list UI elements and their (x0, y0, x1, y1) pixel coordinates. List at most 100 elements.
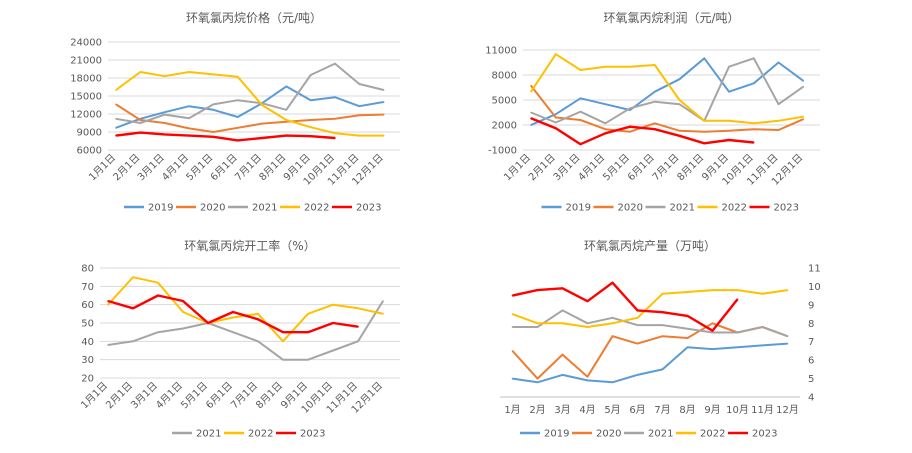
data-point-2021 (711, 331, 714, 334)
data-point-2023 (686, 315, 689, 317)
data-point-2020 (661, 335, 664, 337)
x-tick-label: 1月 (504, 404, 520, 416)
series-line-2021 (512, 309, 788, 338)
data-point-2022 (358, 134, 361, 137)
y-tick-label: 18000 (70, 74, 102, 85)
data-point-2022 (761, 293, 764, 295)
data-point-2021 (139, 122, 142, 124)
data-point-2022 (636, 316, 639, 319)
data-point-2020 (653, 122, 656, 125)
y-tick-label: 2000 (492, 121, 517, 132)
data-point-2021 (661, 324, 664, 326)
data-point-2021 (357, 340, 359, 343)
y-tick-label: 11000 (485, 46, 517, 57)
data-point-2022 (678, 99, 681, 101)
data-point-2021 (232, 331, 234, 333)
series-line-2022 (512, 289, 788, 328)
data-point-2020 (777, 129, 780, 131)
legend-label-2023: 2023 (300, 429, 325, 440)
data-point-2020 (686, 337, 689, 339)
data-point-2022 (554, 53, 557, 55)
legend-label-2022: 2022 (248, 429, 273, 440)
data-point-2019 (579, 97, 582, 100)
data-point-2021 (157, 331, 159, 333)
legend-label-2021: 2021 (252, 203, 277, 214)
data-point-2019 (686, 346, 689, 349)
data-point-2022 (728, 120, 730, 122)
data-point-2023 (332, 322, 334, 324)
data-point-2023 (604, 132, 607, 135)
data-point-2022 (653, 64, 656, 66)
legend-label-2022: 2022 (700, 429, 725, 440)
y-tick-label: 50 (81, 319, 94, 330)
data-point-2022 (629, 65, 631, 68)
data-point-2022 (163, 75, 166, 77)
data-point-2019 (115, 127, 117, 129)
data-point-2022 (752, 122, 755, 125)
x-tick-label: 8月1日 (675, 152, 707, 184)
legend-label-2019: 2019 (566, 203, 591, 214)
series-line-2021 (530, 57, 804, 125)
data-point-2023 (636, 309, 639, 312)
x-tick-label: 3月1日 (128, 380, 160, 412)
data-point-2023 (212, 136, 215, 138)
data-point-2021 (579, 110, 582, 113)
data-point-2019 (586, 379, 589, 382)
y-tick-label: 4 (808, 393, 814, 404)
data-point-2023 (611, 281, 614, 284)
data-point-2020 (536, 377, 539, 380)
data-point-2021 (611, 316, 614, 319)
data-point-2019 (611, 381, 614, 384)
data-point-2021 (777, 103, 780, 105)
data-point-2021 (752, 57, 755, 60)
y-tick-label: 8 (808, 319, 814, 330)
x-tick-label: 6月1日 (625, 152, 657, 184)
data-point-2023 (232, 311, 234, 313)
data-point-2022 (661, 293, 664, 295)
data-point-2020 (212, 131, 215, 133)
data-point-2019 (536, 381, 539, 384)
legend-label-2019: 2019 (148, 203, 173, 214)
x-tick-label: 2月 (529, 404, 545, 416)
data-point-2021 (382, 300, 384, 302)
data-point-2020 (530, 85, 532, 87)
operating-rate-chart: 环氧氯丙烷开工率（%）807060504030201月1日2月1日3月1日4月1… (78, 238, 400, 440)
x-tick-label: 7月1日 (228, 380, 260, 412)
series-line-2022 (115, 71, 384, 137)
data-point-2020 (802, 118, 805, 120)
x-tick-label: 3月1日 (551, 152, 583, 184)
data-point-2021 (554, 121, 557, 124)
data-point-2020 (236, 127, 239, 129)
data-point-2019 (511, 377, 514, 380)
x-tick-label: 8月 (679, 404, 695, 416)
y-tick-label: 7 (808, 337, 814, 348)
data-point-2021 (163, 113, 166, 116)
data-point-2023 (661, 311, 664, 314)
data-point-2019 (530, 124, 532, 126)
x-tick-label: 9月 (704, 404, 720, 416)
data-point-2023 (629, 125, 631, 128)
data-point-2023 (307, 331, 309, 333)
y-tick-label: 11 (808, 264, 821, 275)
data-point-2022 (139, 71, 142, 73)
data-point-2022 (686, 291, 689, 293)
data-point-2020 (636, 342, 639, 345)
data-point-2019 (728, 90, 730, 93)
data-point-2023 (188, 134, 190, 137)
data-point-2019 (802, 80, 805, 82)
x-tick-label: 5月1日 (178, 380, 210, 412)
data-point-2019 (761, 344, 764, 347)
data-point-2021 (332, 349, 334, 352)
data-point-2022 (307, 313, 309, 315)
data-point-2022 (309, 126, 312, 128)
data-point-2021 (604, 122, 607, 125)
x-tick-label: 4月1日 (576, 152, 608, 184)
data-point-2023 (554, 127, 557, 130)
legend-label-2020: 2020 (200, 203, 225, 214)
data-point-2021 (536, 326, 539, 328)
data-point-2020 (309, 119, 312, 121)
data-point-2019 (653, 90, 656, 93)
data-point-2020 (139, 119, 142, 121)
y-tick-label: 10 (808, 282, 821, 293)
data-point-2022 (232, 316, 234, 319)
